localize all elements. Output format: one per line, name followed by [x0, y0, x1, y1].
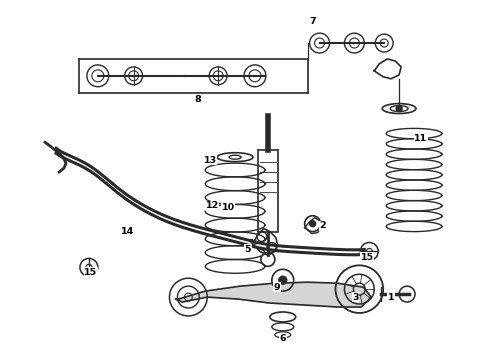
- Text: 10: 10: [221, 203, 235, 212]
- Text: 5: 5: [245, 245, 251, 254]
- Text: 2: 2: [319, 221, 326, 230]
- Text: 13: 13: [204, 156, 217, 165]
- Circle shape: [310, 221, 316, 227]
- Circle shape: [396, 105, 402, 112]
- Text: 1: 1: [388, 293, 394, 302]
- Polygon shape: [175, 282, 371, 307]
- Text: 8: 8: [194, 95, 200, 104]
- Text: 15: 15: [84, 268, 98, 277]
- Text: 7: 7: [309, 17, 316, 26]
- Text: 11: 11: [415, 134, 428, 143]
- Text: 6: 6: [279, 334, 286, 343]
- Text: 12: 12: [206, 201, 219, 210]
- Text: 15: 15: [361, 253, 374, 262]
- Bar: [258, 150, 278, 231]
- Circle shape: [279, 276, 287, 284]
- Text: 14: 14: [121, 227, 134, 236]
- Text: 9: 9: [273, 283, 280, 292]
- Text: 3: 3: [352, 293, 359, 302]
